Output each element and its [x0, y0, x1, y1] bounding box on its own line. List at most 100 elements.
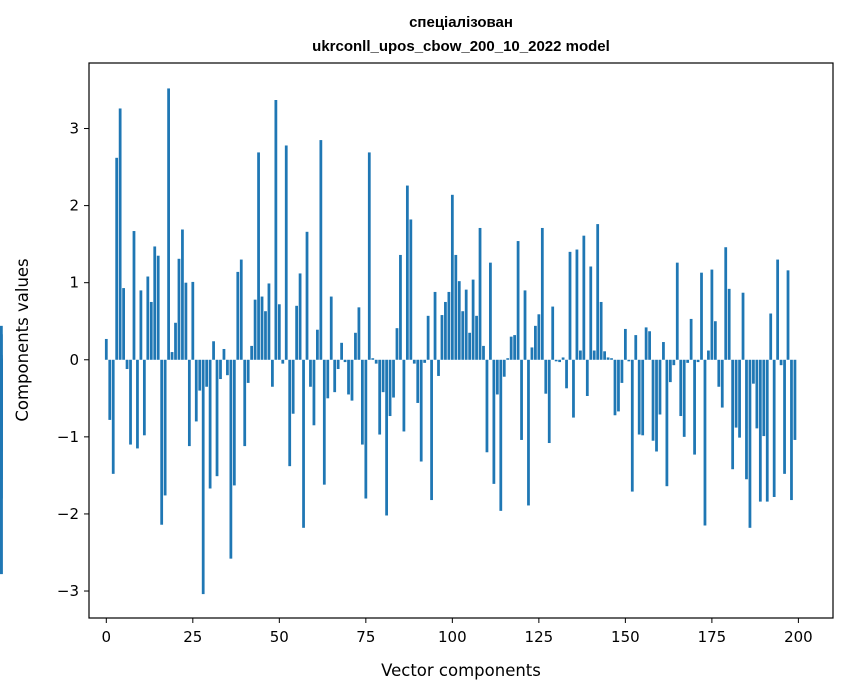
y-tick-label: −3	[57, 582, 79, 600]
bar	[779, 359, 783, 366]
bar	[662, 342, 665, 360]
bar	[170, 352, 174, 360]
bar	[125, 359, 129, 370]
y-tick-label: −1	[57, 428, 79, 446]
bar	[509, 336, 513, 360]
bar	[444, 301, 447, 360]
bar	[177, 258, 181, 360]
bar	[544, 359, 548, 394]
plot-frame	[88, 62, 834, 619]
bars	[0, 88, 797, 595]
bar	[395, 328, 399, 360]
bar	[762, 359, 766, 437]
bar	[534, 325, 537, 360]
bar	[558, 359, 562, 363]
bar	[447, 291, 451, 360]
bar	[118, 108, 122, 360]
bar	[419, 359, 423, 462]
bar	[212, 341, 215, 360]
bar	[603, 351, 606, 360]
bar	[405, 185, 409, 360]
bar	[568, 251, 572, 360]
bar	[651, 359, 655, 441]
bar	[364, 359, 368, 499]
bar	[316, 329, 319, 360]
bar	[547, 359, 551, 444]
bar	[769, 313, 773, 360]
x-tick-label: 100	[438, 628, 467, 646]
bar	[350, 359, 354, 401]
bar	[260, 296, 264, 360]
bar	[198, 359, 202, 391]
bar	[104, 338, 108, 360]
bar	[582, 235, 586, 360]
x-tick-label: 150	[611, 628, 640, 646]
bar	[153, 246, 157, 360]
bar	[793, 359, 797, 440]
bar	[752, 359, 755, 384]
bar	[354, 332, 357, 360]
bar	[696, 359, 700, 363]
bar	[167, 88, 170, 360]
bar	[336, 359, 340, 370]
bar	[271, 359, 274, 387]
x-tick-label: 50	[270, 628, 289, 646]
bar	[136, 359, 139, 449]
bar	[658, 359, 662, 415]
bar	[610, 358, 613, 360]
bar	[717, 359, 721, 387]
bar	[689, 318, 693, 360]
bar	[0, 359, 3, 575]
y-tick-label: 3	[69, 120, 79, 138]
bar	[343, 359, 347, 363]
bar	[0, 325, 3, 360]
x-axis-label: Vector components	[381, 661, 541, 680]
y-tick-label: −2	[57, 505, 79, 523]
bar	[606, 357, 610, 360]
bar	[371, 358, 375, 360]
bar	[181, 229, 184, 360]
bar	[277, 304, 281, 360]
bar	[596, 224, 600, 360]
bar	[347, 359, 350, 395]
bar	[430, 359, 433, 501]
y-axis: −3 −2 −1 0 1 2 3	[57, 120, 89, 600]
bar	[412, 359, 416, 364]
bar	[440, 315, 444, 360]
bar	[322, 359, 326, 485]
bar	[741, 292, 745, 360]
bar	[340, 342, 343, 360]
bar	[748, 359, 752, 528]
bar	[208, 359, 212, 489]
bar	[575, 249, 579, 360]
bar	[627, 359, 631, 362]
bar	[637, 359, 641, 435]
bar	[468, 332, 472, 360]
x-tick-label: 0	[102, 628, 112, 646]
bar	[174, 322, 177, 360]
bar	[738, 359, 741, 438]
bar	[416, 359, 420, 403]
bar	[219, 359, 222, 380]
bar	[630, 359, 634, 492]
bar	[194, 359, 198, 422]
bar	[392, 359, 395, 398]
bar	[554, 359, 558, 362]
bar	[693, 359, 696, 455]
bar	[0, 355, 3, 360]
bar	[298, 273, 302, 360]
bar	[731, 359, 735, 470]
bar	[243, 359, 247, 447]
bar	[378, 359, 382, 435]
bar	[184, 282, 188, 360]
bar	[745, 359, 748, 480]
bar	[551, 306, 555, 360]
bar	[523, 290, 527, 360]
bar	[707, 350, 710, 360]
bar	[755, 359, 759, 429]
bar	[489, 262, 492, 360]
bar	[257, 152, 260, 360]
bar	[326, 359, 330, 399]
bar	[464, 289, 468, 360]
